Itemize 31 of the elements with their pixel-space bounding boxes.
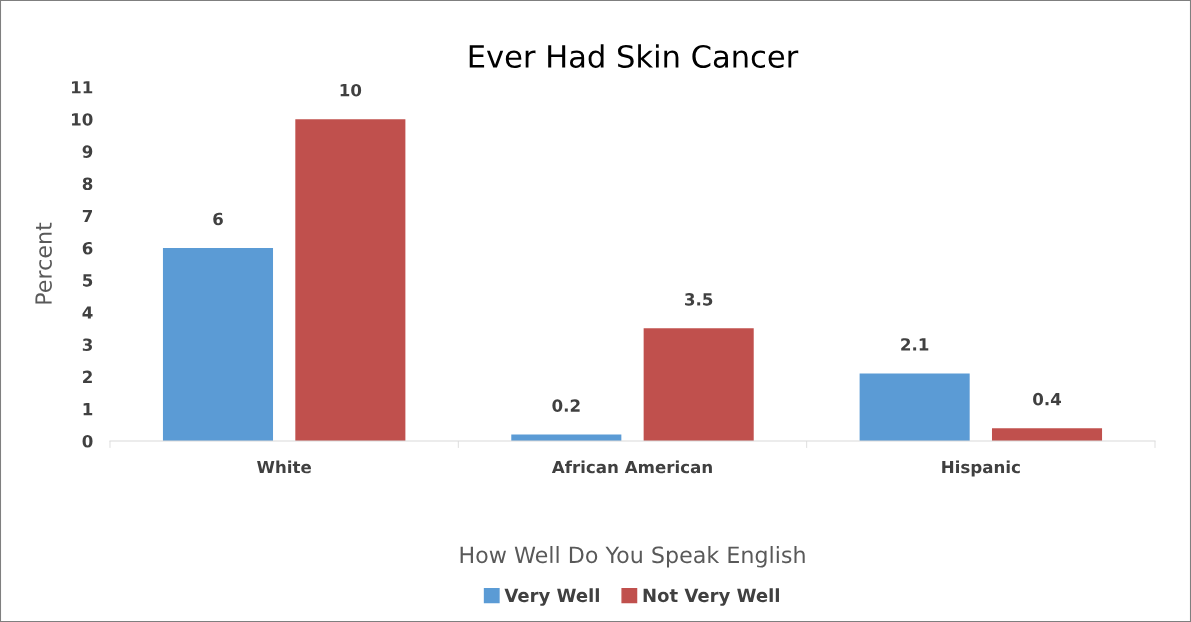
data-label: 3.5 — [685, 293, 713, 306]
bar — [643, 328, 754, 441]
data-label: 0.2 — [552, 399, 580, 412]
y-tick-label: 11 — [72, 81, 93, 94]
y-tick-label: 9 — [82, 145, 93, 158]
x-tick-label: White — [257, 460, 311, 474]
data-label: 6 — [213, 212, 223, 226]
bar — [859, 373, 970, 441]
x-tick-label: Hispanic — [942, 460, 1020, 477]
bar — [295, 119, 406, 441]
x-tick-label: African American — [551, 460, 712, 474]
bar — [162, 247, 274, 441]
y-tick-label: 1 — [83, 403, 93, 416]
data-label: 0.4 — [1033, 392, 1062, 406]
y-tick-label: 5 — [83, 274, 93, 287]
y-tick-label: 6 — [82, 241, 93, 255]
y-tick-label: 2 — [83, 370, 92, 383]
y-tick-label: 7 — [82, 209, 93, 223]
legend-label: Not Very Well — [643, 588, 779, 606]
legend-label: Very Well — [504, 588, 599, 606]
data-label: 10 — [340, 83, 362, 97]
y-tick-label: 10 — [72, 113, 93, 126]
bar — [991, 428, 1103, 441]
data-label: 2.1 — [901, 338, 929, 351]
x-axis-title: How Well Do You Speak English — [460, 546, 805, 568]
y-tick-label: 0 — [82, 434, 93, 448]
y-axis-title: Percent — [35, 222, 52, 304]
chart-title: Ever Had Skin Cancer — [469, 44, 799, 68]
y-tick-label: 4 — [82, 306, 93, 319]
y-tick-label: 8 — [82, 177, 93, 191]
y-tick-label: 3 — [82, 338, 93, 352]
